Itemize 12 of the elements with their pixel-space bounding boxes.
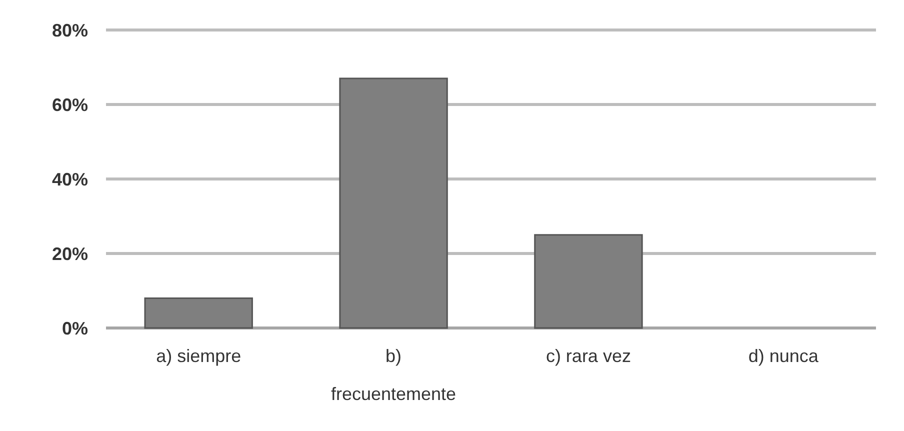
x-tick-label: a) siempre xyxy=(156,346,242,366)
y-tick-label: 40% xyxy=(52,169,88,190)
y-tick-label: 0% xyxy=(62,318,88,338)
x-tick-label: d) nunca xyxy=(748,346,820,366)
x-tick-label: c) rara vez xyxy=(546,346,631,366)
x-tick-label: b) frecuentemente xyxy=(330,346,456,404)
bar xyxy=(144,297,253,329)
y-tick-label: 20% xyxy=(52,244,88,264)
bar xyxy=(339,78,448,329)
bar xyxy=(534,234,643,329)
y-tick-label: 80% xyxy=(52,20,88,40)
y-tick-label: 60% xyxy=(52,94,88,115)
